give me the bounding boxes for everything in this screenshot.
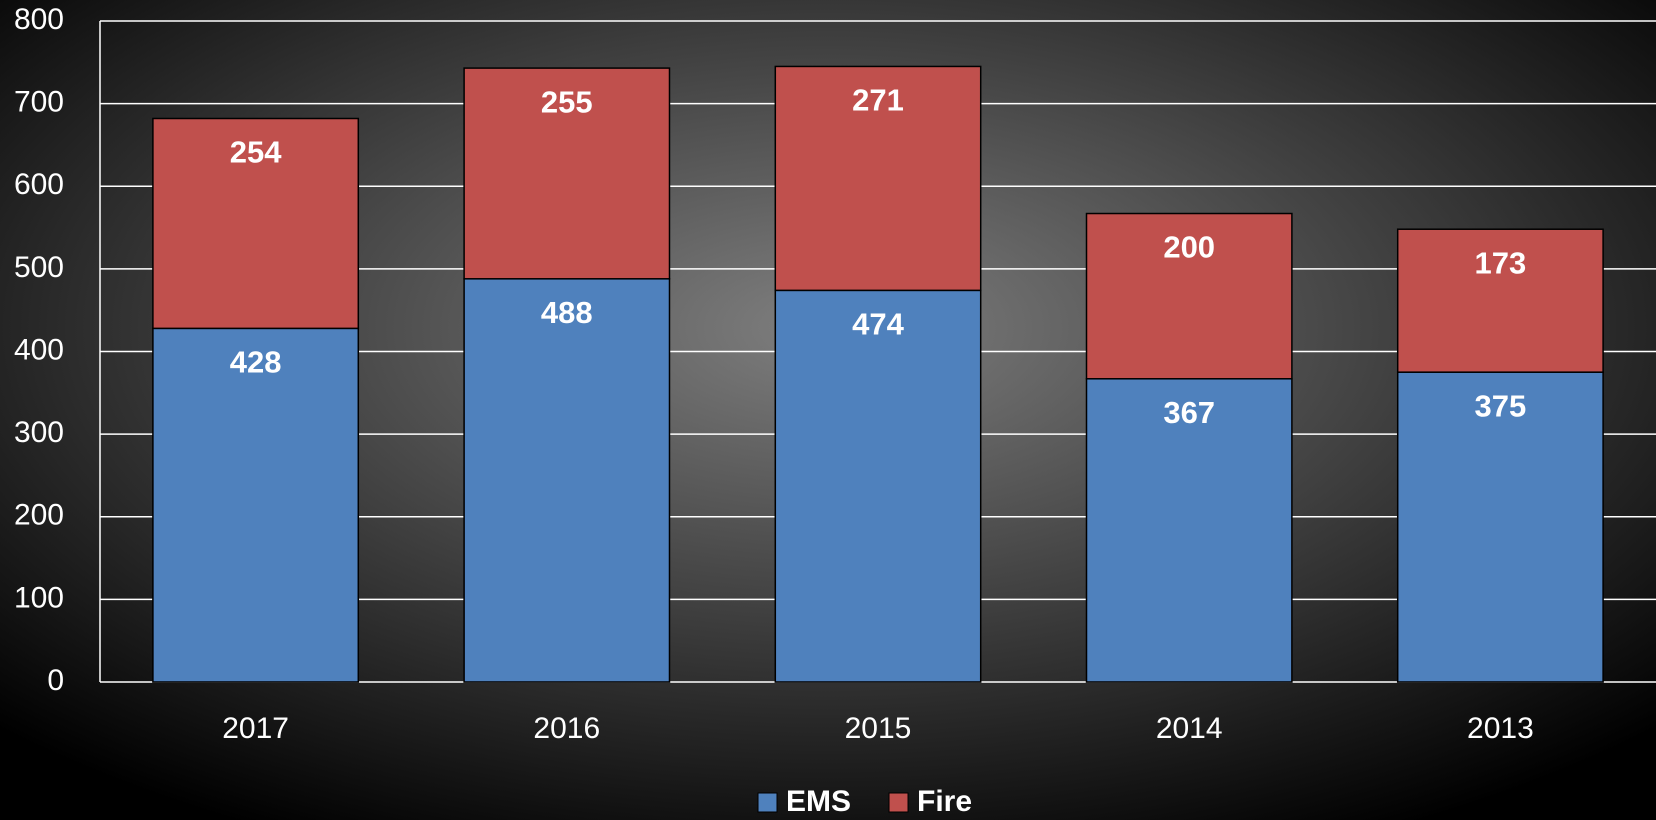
x-tick-label: 2014 <box>1156 712 1223 745</box>
data-label: 271 <box>852 83 904 118</box>
legend-swatch <box>888 792 909 813</box>
data-label: 200 <box>1163 230 1215 265</box>
bar-segment <box>1396 228 1604 373</box>
data-label: 428 <box>230 345 282 380</box>
data-label: 173 <box>1475 245 1527 280</box>
y-tick-label: 400 <box>14 333 64 366</box>
data-label: 375 <box>1475 388 1527 423</box>
data-label: 255 <box>541 84 593 119</box>
data-label: 474 <box>852 307 904 342</box>
bar-segment <box>463 278 671 683</box>
bar-segment <box>774 65 982 292</box>
bar-segment <box>463 67 671 280</box>
bar-segment <box>152 327 360 683</box>
x-tick-label: 2015 <box>845 712 912 745</box>
legend-label: EMS <box>786 785 851 818</box>
y-tick-label: 600 <box>14 168 64 201</box>
y-tick-label: 300 <box>14 416 64 449</box>
y-tick-label: 500 <box>14 251 64 284</box>
x-tick-label: 2016 <box>533 712 600 745</box>
bar-segment <box>1396 371 1604 683</box>
y-tick-label: 800 <box>14 3 64 36</box>
y-tick-label: 100 <box>14 581 64 614</box>
x-tick-label: 2013 <box>1467 712 1534 745</box>
y-tick-label: 700 <box>14 86 64 119</box>
data-label: 254 <box>230 135 282 170</box>
bar-segment <box>1085 378 1293 683</box>
data-label: 488 <box>541 295 593 330</box>
y-tick-label: 0 <box>47 664 64 697</box>
y-tick-label: 200 <box>14 499 64 532</box>
bar-segment <box>152 117 360 330</box>
bar-segment <box>1085 212 1293 380</box>
legend-swatch <box>757 792 778 813</box>
legend-label: Fire <box>917 785 972 818</box>
data-label: 367 <box>1163 395 1215 430</box>
x-tick-label: 2017 <box>222 712 289 745</box>
bar-segment <box>774 289 982 683</box>
